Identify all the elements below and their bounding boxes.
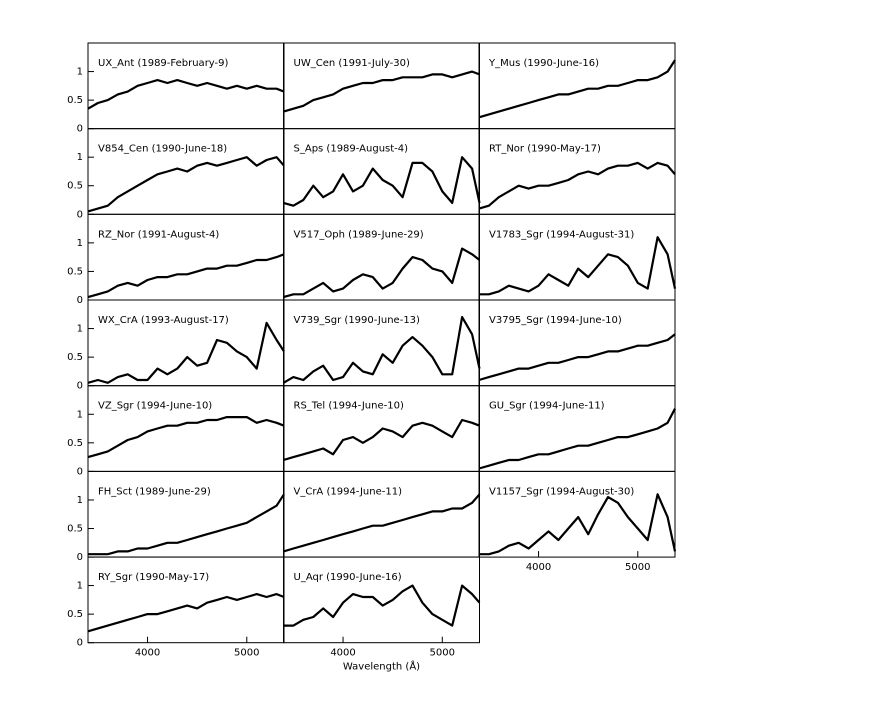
panel-title: U_Aqr (1990-June-16) (294, 572, 402, 583)
x-tick-label: 5000 (430, 648, 455, 659)
panel-title: UW_Cen (1991-July-30) (294, 58, 411, 69)
y-tick-label: 0.5 (67, 266, 83, 277)
panel-title: RT_Nor (1990-May-17) (489, 144, 601, 155)
panel-frame (283, 470, 480, 558)
panel-frame (478, 385, 676, 472)
panel-frame (283, 556, 480, 644)
panel-title: V854_Cen (1990-June-18) (98, 144, 227, 155)
panel-title: RY_Sgr (1990-May-17) (98, 572, 209, 583)
y-tick-label: 0 (77, 466, 83, 477)
x-axis-label: Wavelength (Å) (343, 660, 420, 673)
panel-title: V517_Oph (1989-June-29) (294, 229, 424, 240)
y-tick-label: 1 (77, 324, 83, 335)
spectrum-line (478, 161, 676, 210)
spectrum-line (283, 584, 481, 627)
panel-frame (87, 470, 285, 558)
panel-title: UX_Ant (1989-February-9) (98, 58, 229, 69)
spectrum-line (88, 493, 285, 556)
y-tick-label: 0 (77, 381, 83, 392)
panel-frame (87, 556, 285, 644)
panel-title: Y_Mus (1990-June-16) (488, 58, 599, 69)
y-tick-label: 1 (77, 238, 83, 249)
spectrum-line (87, 593, 285, 633)
y-tick-label: 1 (77, 495, 83, 506)
spectrum-line (87, 321, 285, 384)
y-tick-label: 0 (77, 552, 83, 563)
x-tick-label: 5000 (234, 648, 259, 659)
x-tick-label: 4000 (135, 648, 160, 659)
panel-frame (87, 385, 285, 472)
spectrum-line (283, 156, 481, 207)
y-tick-label: 0.5 (67, 352, 83, 363)
panel-title: VZ_Sgr (1994-June-10) (98, 401, 212, 412)
x-tick-label: 4000 (330, 648, 355, 659)
spectrum-line (478, 333, 676, 382)
spectrum-line (479, 236, 677, 296)
spectrum-line (479, 493, 677, 556)
panel-title: RS_Tel (1994-June-10) (294, 401, 404, 412)
panel-frame (283, 42, 480, 130)
spectrum-line (282, 316, 481, 384)
panel-title: WX_CrA (1993-August-17) (98, 315, 229, 326)
y-tick-label: 1 (77, 152, 83, 163)
panel-title: V739_Sgr (1990-June-13) (294, 315, 421, 326)
y-tick-label: 0.5 (67, 181, 83, 192)
y-tick-label: 0 (77, 209, 83, 220)
y-tick-label: 0.5 (67, 609, 83, 620)
spectrum-line (283, 70, 480, 113)
spectrum-line (283, 493, 481, 553)
y-tick-label: 1 (77, 409, 83, 420)
panel-title: V1783_Sgr (1994-August-31) (489, 229, 634, 240)
panel-frame (478, 42, 676, 130)
y-tick-label: 0.5 (67, 95, 83, 106)
y-tick-label: 0 (77, 638, 83, 649)
panel-title: RZ_Nor (1991-August-4) (98, 229, 219, 240)
y-tick-label: 0 (77, 124, 83, 135)
panel-title: FH_Sct (1989-June-29) (98, 486, 211, 497)
spectrum-line (87, 156, 285, 213)
spectrum-line (87, 416, 285, 459)
panel-title: V3795_Sgr (1994-June-10) (489, 315, 622, 326)
panel-frame (478, 299, 676, 387)
panel-frame (478, 470, 676, 558)
spectrum-line (87, 253, 285, 299)
y-tick-label: 0.5 (67, 438, 83, 449)
panel-frame (87, 299, 285, 387)
spectrum-line (478, 59, 676, 119)
x-tick-label: 5000 (625, 562, 650, 573)
panel-title: V_CrA (1994-June-11) (294, 486, 403, 497)
y-tick-label: 1 (77, 67, 83, 78)
panel-frame (478, 128, 676, 215)
x-tick-label: 4000 (526, 562, 551, 573)
spectrum-line (283, 418, 480, 462)
spectrum-line (87, 79, 285, 110)
panel-title: V1157_Sgr (1994-August-30) (489, 486, 634, 497)
panel-title: GU_Sgr (1994-June-11) (489, 401, 605, 412)
y-tick-label: 0.5 (67, 524, 83, 535)
spectrum-line (478, 408, 676, 470)
y-tick-label: 0 (77, 295, 83, 306)
spectrum-line (283, 247, 481, 299)
y-tick-label: 1 (77, 581, 83, 592)
panel-title: S_Aps (1989-August-4) (294, 144, 409, 155)
